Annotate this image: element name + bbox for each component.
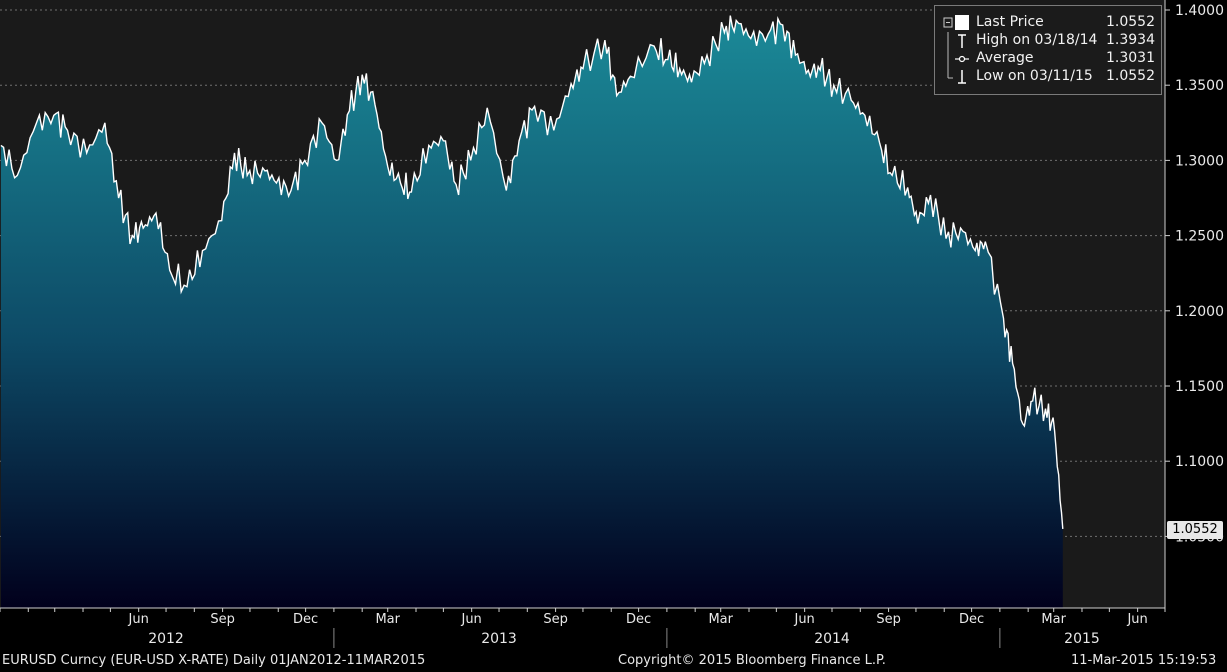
last-price-tag: 1.0552 [1167,521,1223,539]
x-year-label: 2013 [481,631,517,647]
legend-high-value: 1.3934 [1106,32,1155,48]
y-tick-label: 1.1000 [1175,454,1224,470]
footer-security: EURUSD Curncy (EUR-USD X-RATE) Daily 01J… [2,653,426,668]
price-area-fill [0,15,1063,609]
footer-copyright: Copyright© 2015 Bloomberg Finance L.P. [618,653,886,668]
price-series-line [0,15,1064,529]
y-tick-label: 1.2500 [1175,229,1224,245]
x-month-label: Jun [1126,612,1147,627]
legend-average-icon [947,50,969,68]
footer-timestamp: 11-Mar-2015 15:19:53 [1071,653,1217,668]
x-month-label: Jun [793,612,814,627]
x-month-label: Dec [626,612,651,627]
legend: Last Price 1.0552 High on 03/18/14 1.393… [934,5,1162,95]
x-month-label: Jun [460,612,481,627]
x-axis-band [0,608,1227,650]
legend-low: Low on 03/11/15 1.0552 [943,68,1155,86]
legend-last-price-value: 1.0552 [1106,14,1155,30]
legend-average: Average 1.3031 [943,50,1155,68]
y-tick-label: 1.1500 [1175,379,1224,395]
x-month-label: Sep [210,612,235,627]
legend-average-value: 1.3031 [1106,50,1155,66]
y-tick-label: 1.2000 [1175,304,1224,320]
legend-last-price-icon [943,15,969,30]
x-year-label: 2015 [1064,631,1100,647]
x-month-label: Dec [959,612,984,627]
x-month-label: Mar [1041,612,1066,627]
legend-low-icon [947,68,966,84]
x-month-label: Mar [708,612,733,627]
legend-high-icon [947,32,966,50]
x-month-label: Mar [375,612,400,627]
y-tick-label: 1.3000 [1175,153,1224,169]
legend-average-label: Average [976,50,1034,66]
x-month-label: Sep [876,612,901,627]
x-year-label: 2014 [814,631,850,647]
legend-low-label: Low on 03/11/15 [976,68,1093,84]
legend-high: High on 03/18/14 1.3934 [943,32,1155,50]
x-year-label: 2012 [148,631,184,647]
legend-low-value: 1.0552 [1106,68,1155,84]
x-month-label: Sep [543,612,568,627]
x-month-label: Dec [293,612,318,627]
x-month-label: Jun [128,612,149,627]
legend-high-label: High on 03/18/14 [976,32,1098,48]
legend-last-price-label: Last Price [976,14,1044,30]
y-tick-label: 1.4000 [1175,3,1224,19]
y-tick-label: 1.3500 [1175,78,1224,94]
legend-last-price: Last Price 1.0552 [943,14,1155,32]
